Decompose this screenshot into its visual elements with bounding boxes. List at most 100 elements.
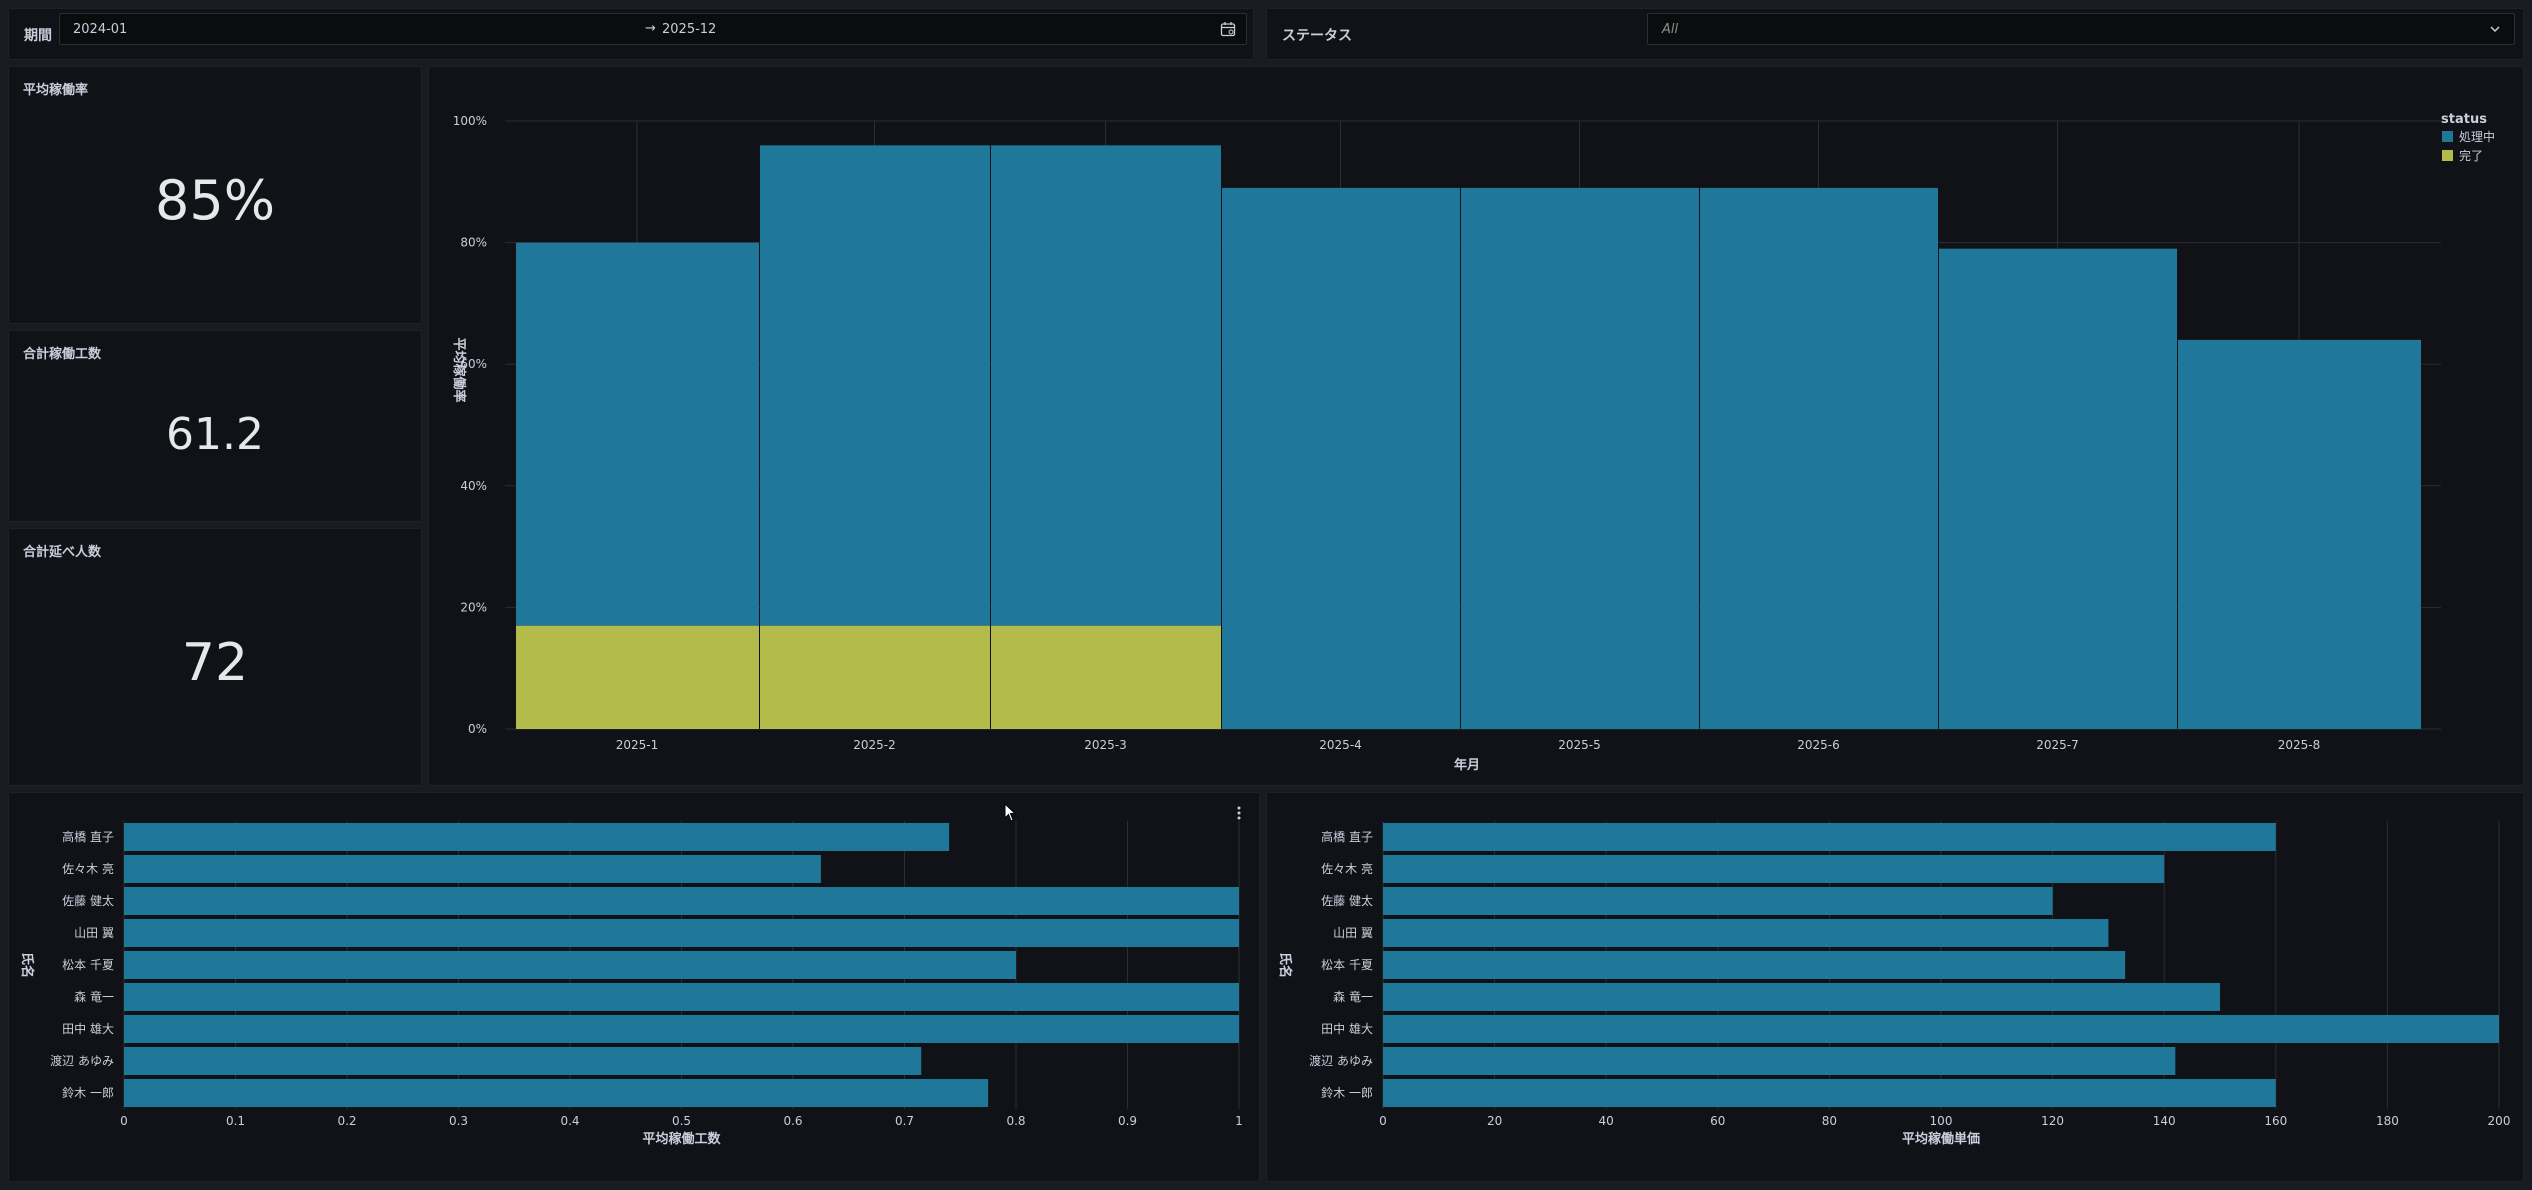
stat-panel-avg-utilization: 平均稼働率 85% (8, 66, 422, 324)
bar (124, 1015, 1239, 1043)
x-tick-label: 0.5 (672, 1114, 691, 1128)
x-tick-label: 2025-3 (1084, 738, 1127, 752)
bar (1383, 919, 2109, 947)
x-tick-label: 140 (2153, 1114, 2176, 1128)
y-tick-label: 鈴木 一郎 (62, 1085, 114, 1100)
x-tick-label: 0.6 (783, 1114, 802, 1128)
x-tick-label: 2025-1 (616, 738, 659, 752)
bar (1383, 823, 2276, 851)
bar (1383, 1015, 2499, 1043)
y-tick-label: 松本 千夏 (1321, 958, 1373, 972)
stat-value: 85% (154, 169, 276, 232)
stat-panel-total-people: 合計延べ人数 72 (8, 528, 422, 786)
legend-swatch (2442, 150, 2453, 161)
bar-segment (1461, 187, 1699, 729)
x-tick-label: 1 (1235, 1114, 1243, 1128)
y-tick-label: 山田 翼 (74, 926, 114, 940)
x-axis-label: 平均稼働工数 (642, 1131, 721, 1147)
legend-title: status (2441, 112, 2487, 127)
x-tick-label: 0.3 (449, 1114, 468, 1128)
bar (1383, 983, 2220, 1011)
x-tick-label: 120 (2041, 1114, 2064, 1128)
x-tick-label: 0 (120, 1114, 128, 1128)
y-tick-label: 80% (460, 236, 487, 250)
period-filter-panel: 期間 2024-01 → 2025-12 (8, 8, 1254, 60)
y-tick-label: 60% (460, 357, 487, 371)
x-tick-label: 0.8 (1006, 1114, 1025, 1128)
y-tick-label: 佐藤 健太 (62, 893, 114, 908)
x-tick-label: 100 (1930, 1114, 1953, 1128)
stat-title: 平均稼働率 (23, 83, 89, 98)
y-tick-label: 松本 千夏 (62, 958, 114, 972)
hours-by-person-panel: 0 0.1 0.2 0.3 0.4 0.5 0.6 0.7 0.8 0.9 1 高橋 直子 佐々木 亮佐… (8, 792, 1260, 1182)
y-tick-label: 森 竜一 (1333, 989, 1373, 1004)
x-tick-label: 2025-7 (2036, 738, 2079, 752)
bar (1383, 951, 2126, 979)
bar (124, 919, 1239, 947)
bar (124, 1079, 989, 1107)
y-tick-label: 20% (460, 600, 487, 614)
legend-label: 完了 (2459, 148, 2483, 163)
x-tick-label: 80 (1822, 1114, 1837, 1128)
bar (124, 823, 950, 851)
kebab-menu-icon[interactable] (1235, 805, 1243, 825)
y-tick-label: 佐々木 亮 (62, 861, 114, 876)
stat-panel-total-hours: 合計稼働工数 61.2 (8, 330, 422, 522)
y-axis-label: 氏名 (19, 952, 35, 978)
x-tick-label: 2025-4 (1319, 738, 1362, 752)
legend-swatch (2442, 131, 2453, 142)
bar-segment (2178, 339, 2421, 729)
y-tick-label: 森 竜一 (74, 989, 114, 1004)
chevron-down-icon[interactable] (2488, 22, 2502, 40)
bar (124, 855, 821, 883)
period-from-value[interactable]: 2024-01 (73, 22, 128, 37)
stat-title: 合計延べ人数 (23, 545, 102, 560)
x-tick-label: 2025-8 (2278, 738, 2321, 752)
bar-segment (516, 625, 759, 729)
y-axis-label: 氏名 (1277, 952, 1293, 978)
utilization-chart-panel: 0% 20% 40% 60% 80% 100% 2025-1 2025-2 2025-3 2025… (428, 66, 2524, 786)
stat-value: 72 (181, 633, 249, 693)
x-tick-label: 0.7 (895, 1114, 914, 1128)
stat-title: 合計稼働工数 (23, 347, 102, 362)
rate-by-person-panel: 0 20 40 60 80 100 120 140 160 180 200 高橋 直子 佐々木 亮佐藤 … (1266, 792, 2524, 1182)
bar (124, 983, 1239, 1011)
legend-label: 処理中 (2459, 129, 2495, 144)
x-axis-label: 年月 (1454, 757, 1480, 773)
period-range-picker[interactable]: 2024-01 → 2025-12 (59, 13, 1247, 45)
x-tick-label: 20 (1487, 1114, 1502, 1128)
bar (124, 1047, 922, 1075)
bar (1383, 887, 2053, 915)
bar-segment (991, 145, 1221, 626)
x-tick-label: 2025-5 (1558, 738, 1601, 752)
x-tick-label: 2025-6 (1797, 738, 1840, 752)
y-tick-label: 高橋 直子 (1321, 829, 1373, 844)
y-tick-label: 100% (453, 114, 487, 128)
utilization-stacked-bar-chart: 0% 20% 40% 60% 80% 100% 2025-1 2025-2 2025-3 2025… (451, 112, 2495, 773)
status-filter-panel: ステータス All (1266, 8, 2524, 60)
bar-segment (1700, 187, 1938, 729)
bar-segment (1939, 248, 2177, 729)
y-tick-label: 渡辺 あゆみ (1309, 1053, 1373, 1068)
bar (1383, 1047, 2176, 1075)
bar (1383, 1079, 2276, 1107)
y-tick-label: 渡辺 あゆみ (50, 1053, 114, 1068)
calendar-icon[interactable] (1220, 21, 1236, 41)
x-tick-label: 0.2 (337, 1114, 356, 1128)
bar (124, 887, 1239, 915)
y-tick-label: 40% (460, 479, 487, 493)
status-label: ステータス (1282, 28, 1352, 44)
x-tick-label: 180 (2376, 1114, 2399, 1128)
status-select[interactable]: All (1647, 13, 2515, 45)
x-tick-label: 2025-2 (853, 738, 896, 752)
bar-segment (760, 625, 990, 729)
y-tick-label: 鈴木 一郎 (1321, 1085, 1373, 1100)
mouse-pointer-icon (1004, 802, 1018, 827)
period-to-value[interactable]: 2025-12 (662, 22, 717, 37)
y-tick-label: 山田 翼 (1333, 926, 1373, 940)
x-tick-label: 0.4 (560, 1114, 579, 1128)
x-tick-label: 40 (1599, 1114, 1614, 1128)
y-tick-label: 佐々木 亮 (1321, 861, 1373, 876)
